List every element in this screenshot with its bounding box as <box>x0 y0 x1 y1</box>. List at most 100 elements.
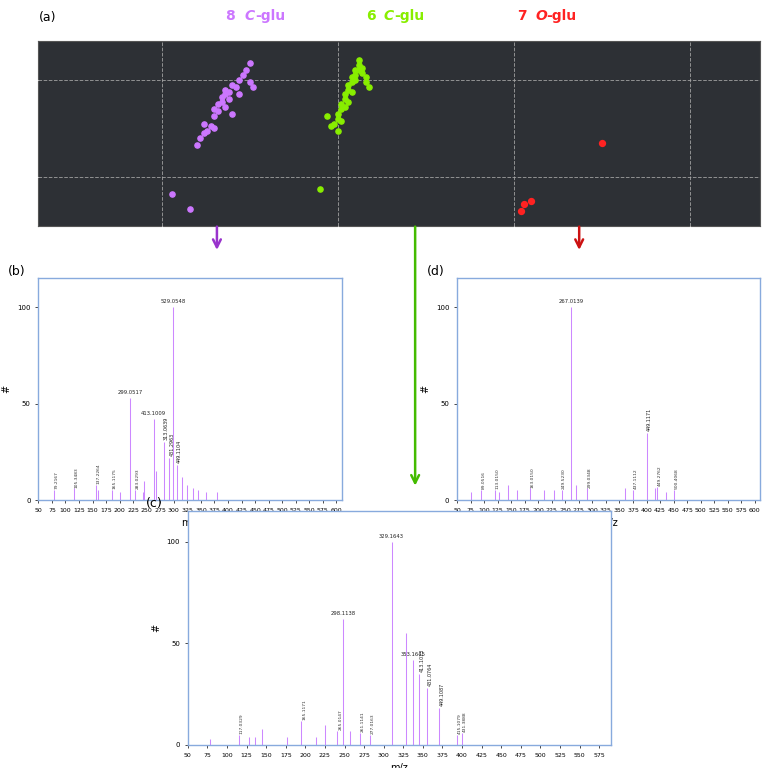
Text: C: C <box>383 8 394 23</box>
Point <box>205 120 217 132</box>
Y-axis label: #: # <box>2 386 12 393</box>
Text: 113.0150: 113.0150 <box>495 468 499 489</box>
Text: 283.0293: 283.0293 <box>135 468 139 489</box>
X-axis label: m/z: m/z <box>181 518 199 528</box>
Text: 500.4068: 500.4068 <box>674 468 678 489</box>
X-axis label: m/z: m/z <box>390 763 409 768</box>
Point <box>226 108 238 120</box>
Point <box>349 74 362 86</box>
Point <box>208 103 220 115</box>
Point <box>243 76 256 88</box>
Point <box>332 124 344 137</box>
Point <box>190 139 203 151</box>
Text: 431.0764: 431.0764 <box>428 663 432 686</box>
Text: 299.0348: 299.0348 <box>588 467 591 488</box>
Point <box>237 69 249 81</box>
Y-axis label: #: # <box>151 624 161 632</box>
Y-axis label: m/z: m/z <box>0 124 5 143</box>
Text: 413.1013: 413.1013 <box>420 648 425 672</box>
Point <box>198 127 210 139</box>
Text: -glu: -glu <box>255 8 285 23</box>
X-axis label: m/z: m/z <box>600 518 617 528</box>
Text: O: O <box>535 8 547 23</box>
Point <box>335 103 347 115</box>
Point <box>596 137 608 149</box>
Point <box>233 74 245 86</box>
Point <box>321 110 333 122</box>
Text: (a): (a) <box>38 11 56 24</box>
Point <box>243 57 256 69</box>
Text: 449.1087: 449.1087 <box>439 683 445 707</box>
Point <box>346 71 358 84</box>
Point <box>346 76 358 88</box>
Point <box>353 64 365 76</box>
Point <box>325 120 337 132</box>
Text: (c): (c) <box>145 497 162 510</box>
Point <box>230 81 242 93</box>
Point <box>233 88 245 101</box>
Point <box>359 76 372 88</box>
Point <box>353 59 365 71</box>
Text: 413.1009: 413.1009 <box>141 411 167 416</box>
Text: 437.1112: 437.1112 <box>634 468 637 489</box>
Text: 353.1645: 353.1645 <box>401 651 426 657</box>
Point <box>223 86 235 98</box>
Point <box>212 105 224 118</box>
Text: 165.1171: 165.1171 <box>302 699 306 720</box>
Point <box>208 122 220 134</box>
Text: 431.3888: 431.3888 <box>463 711 467 732</box>
Point <box>363 81 376 93</box>
Text: 7: 7 <box>518 8 533 23</box>
Point <box>247 81 260 93</box>
Point <box>219 101 231 113</box>
Text: 299.0517: 299.0517 <box>118 390 143 395</box>
Point <box>166 188 178 200</box>
Text: 449.1171: 449.1171 <box>647 407 652 431</box>
Point <box>515 205 527 217</box>
Point <box>215 95 227 108</box>
Text: 277.0163: 277.0163 <box>371 713 375 733</box>
Text: -glu: -glu <box>394 8 425 23</box>
Text: -glu: -glu <box>546 8 576 23</box>
Point <box>332 108 344 120</box>
Text: 298.1138: 298.1138 <box>330 611 356 616</box>
Y-axis label: #: # <box>420 386 430 393</box>
Point <box>518 197 531 210</box>
Point <box>215 91 227 103</box>
Text: 8: 8 <box>226 8 240 23</box>
Point <box>353 55 365 67</box>
Text: 105.3483: 105.3483 <box>74 467 78 488</box>
Text: 261.1141: 261.1141 <box>361 711 365 732</box>
Point <box>314 183 326 195</box>
Text: 329.1643: 329.1643 <box>379 534 404 538</box>
Point <box>339 88 351 101</box>
Point <box>349 64 362 76</box>
Text: 431.2963: 431.2963 <box>170 432 174 455</box>
Text: 89.0516: 89.0516 <box>482 472 486 489</box>
Point <box>226 78 238 91</box>
Point <box>349 69 362 81</box>
Text: C: C <box>244 8 254 23</box>
Point <box>219 88 231 101</box>
Point <box>359 71 372 84</box>
Text: 117.0329: 117.0329 <box>240 713 243 733</box>
Text: (b): (b) <box>8 265 25 278</box>
Text: 415.1079: 415.1079 <box>458 713 462 733</box>
Text: 265.0147: 265.0147 <box>338 709 343 730</box>
Text: 313.0639: 313.0639 <box>164 417 169 440</box>
Text: 449.1104: 449.1104 <box>177 440 182 463</box>
Point <box>223 93 235 105</box>
Point <box>339 93 351 105</box>
Text: 163.0150: 163.0150 <box>531 467 535 488</box>
Point <box>212 98 224 111</box>
Point <box>356 61 369 74</box>
Point <box>343 84 355 96</box>
Point <box>219 84 231 96</box>
Point <box>356 66 369 78</box>
Point <box>198 118 210 130</box>
Point <box>346 86 358 98</box>
Point <box>525 195 538 207</box>
Point <box>332 112 344 124</box>
Point <box>335 115 347 127</box>
Text: 79.2167: 79.2167 <box>55 472 58 489</box>
